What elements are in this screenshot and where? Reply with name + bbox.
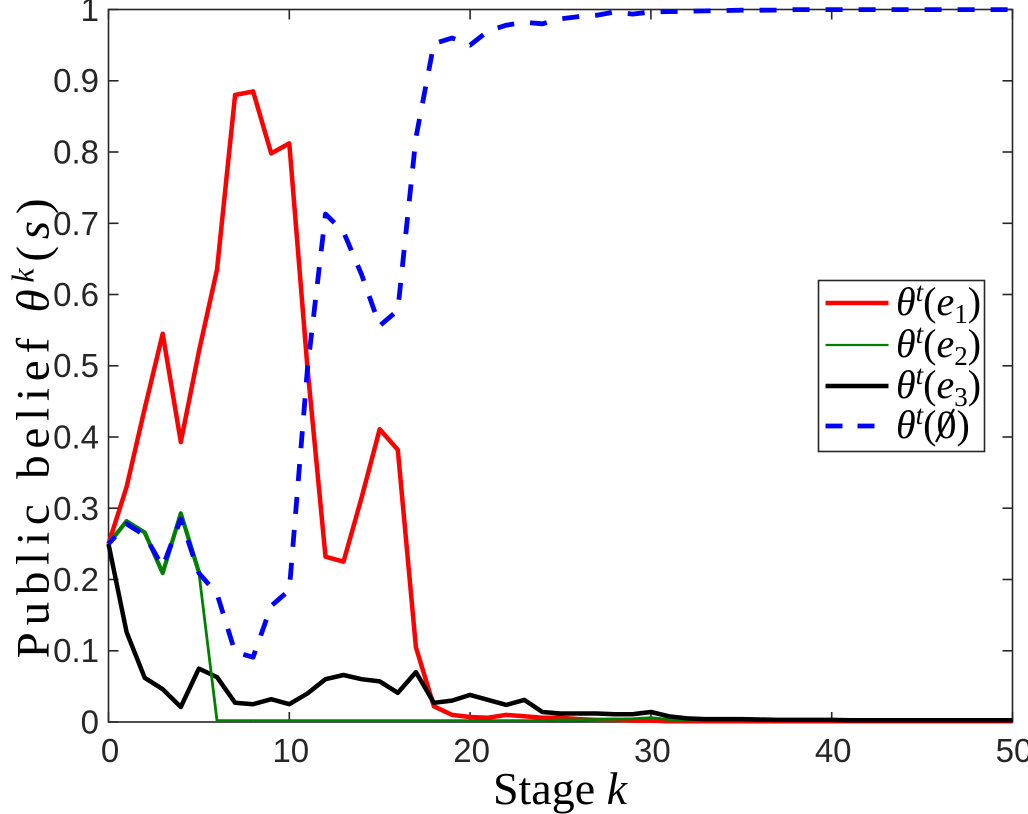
svg-text:θt(e3): θt(e3) <box>896 360 981 412</box>
svg-text:20: 20 <box>453 732 490 769</box>
svg-text:0.9: 0.9 <box>53 62 99 99</box>
svg-text:Public belief θk(s): Public belief θk(s) <box>5 192 60 659</box>
svg-text:θt(e2): θt(e2) <box>896 319 981 371</box>
svg-text:0.7: 0.7 <box>53 205 99 242</box>
svg-text:0: 0 <box>81 704 99 741</box>
svg-text:30: 30 <box>634 732 671 769</box>
svg-text:θt(0): θt(0) <box>896 400 970 447</box>
svg-text:50: 50 <box>996 732 1028 769</box>
svg-text:Stage k: Stage k <box>493 763 629 814</box>
svg-text:40: 40 <box>815 732 852 769</box>
svg-text:0.3: 0.3 <box>53 490 99 527</box>
svg-text:0.6: 0.6 <box>53 276 99 313</box>
svg-text:θt(e1): θt(e1) <box>896 277 981 329</box>
svg-text:1: 1 <box>81 0 99 28</box>
svg-text:0.8: 0.8 <box>53 134 99 171</box>
svg-text:0.5: 0.5 <box>53 347 99 384</box>
svg-text:0: 0 <box>101 732 119 769</box>
svg-text:0.1: 0.1 <box>53 632 99 669</box>
svg-text:0.4: 0.4 <box>53 419 99 456</box>
svg-text:0.2: 0.2 <box>53 561 99 598</box>
svg-text:10: 10 <box>272 732 309 769</box>
